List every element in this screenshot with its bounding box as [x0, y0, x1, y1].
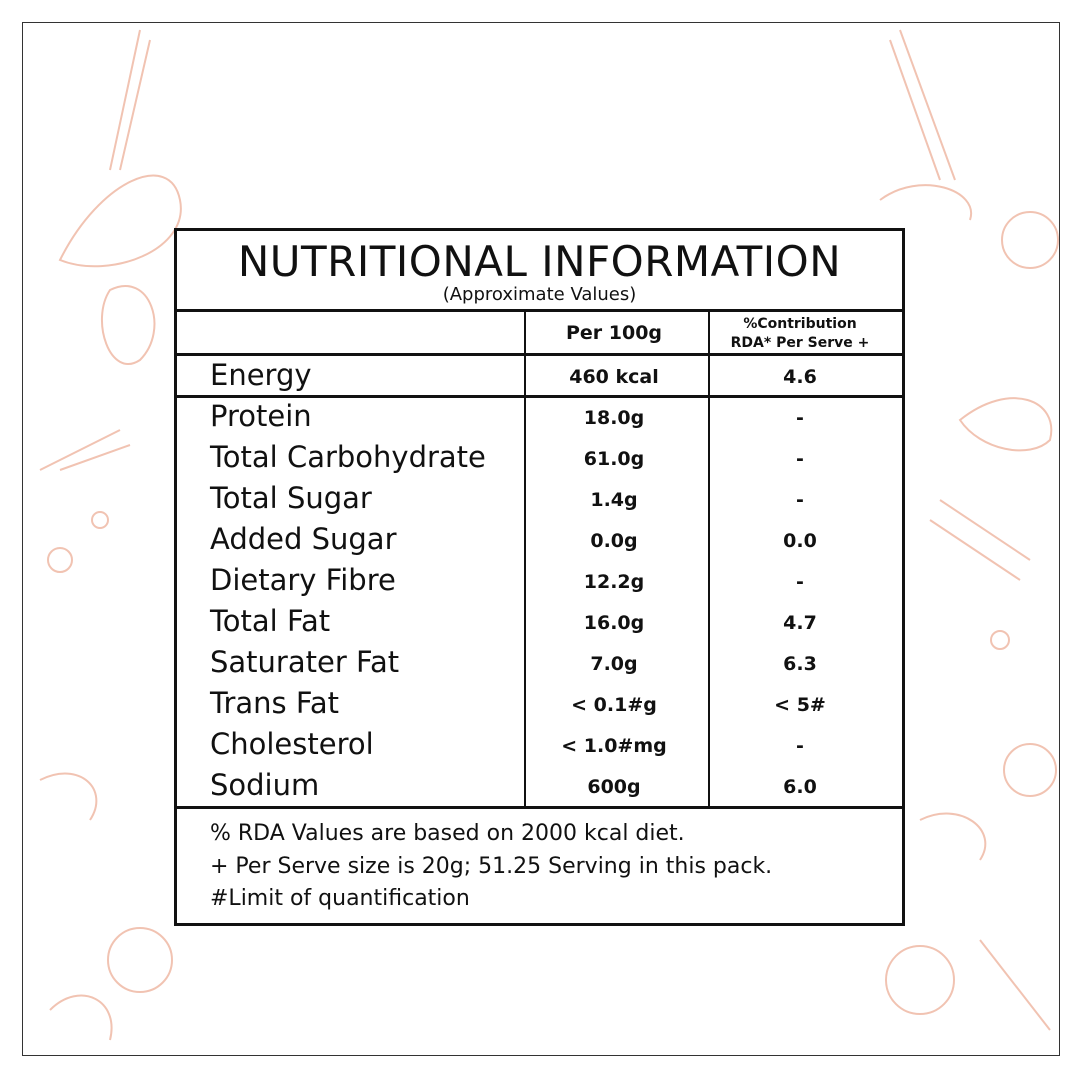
- rda-value: < 5#: [774, 694, 826, 716]
- nutrition-table: NUTRITIONAL INFORMATION (Approximate Val…: [174, 228, 905, 926]
- rda-value: 4.7: [783, 612, 817, 634]
- nutrient-name: Cholesterol: [210, 727, 374, 761]
- rda-value: -: [796, 571, 804, 593]
- per-100g-value: 18.0g: [583, 407, 645, 429]
- rda-value: 4.6: [783, 366, 817, 388]
- per-100g-value: 460 kcal: [569, 366, 659, 388]
- per-100g-value: 12.2g: [583, 571, 645, 593]
- nutrient-name: Protein: [210, 399, 312, 433]
- column-header-line: RDA* Per Serve +: [730, 335, 870, 351]
- per-100g-value: 61.0g: [583, 448, 645, 470]
- footnote: % RDA Values are based on 2000 kcal diet…: [210, 821, 685, 846]
- rda-value: -: [796, 448, 804, 470]
- footnotes: % RDA Values are based on 2000 kcal diet…: [210, 818, 772, 916]
- rda-value: -: [796, 735, 804, 757]
- column-header: %Contribution RDA* Per Serve +: [731, 315, 870, 353]
- rda-value: 0.0: [783, 530, 817, 552]
- nutrient-name: Added Sugar: [210, 522, 397, 556]
- column-rule: [708, 311, 710, 806]
- column-header: Per 100g: [565, 322, 663, 344]
- rule: [177, 353, 902, 356]
- title: NUTRITIONAL INFORMATION: [237, 237, 842, 286]
- footnote: + Per Serve size is 20g; 51.25 Serving i…: [210, 853, 773, 879]
- subtitle: (Approximate Values): [442, 284, 637, 305]
- nutrient-name: Sodium: [210, 768, 320, 802]
- per-100g-value: < 0.1#g: [571, 694, 657, 716]
- rule: [177, 395, 902, 398]
- per-100g-value: 7.0g: [590, 653, 638, 675]
- nutrient-name: Energy: [210, 358, 312, 392]
- per-100g-value: 1.4g: [590, 489, 638, 511]
- column-rule: [524, 311, 526, 806]
- nutrient-name: Dietary Fibre: [210, 563, 396, 597]
- rule: [177, 309, 902, 312]
- nutrient-name: Total Sugar: [210, 481, 372, 515]
- rda-value: 6.3: [783, 653, 817, 675]
- footnote: #Limit of quantification: [210, 886, 470, 911]
- per-100g-value: 16.0g: [583, 612, 645, 634]
- rda-value: 6.0: [783, 776, 817, 798]
- per-100g-value: 600g: [587, 776, 641, 798]
- rda-value: -: [796, 489, 804, 511]
- nutrient-name: Trans Fat: [210, 686, 340, 720]
- rule: [177, 806, 902, 809]
- per-100g-value: 0.0g: [590, 530, 638, 552]
- nutrient-name: Total Carbohydrate: [210, 440, 486, 474]
- frame: [22, 22, 1060, 1056]
- per-100g-value: < 1.0#mg: [561, 735, 667, 757]
- column-header-line: %Contribution: [743, 316, 857, 332]
- nutrient-name: Saturater Fat: [210, 645, 400, 679]
- rda-value: -: [796, 407, 804, 429]
- nutrient-name: Total Fat: [210, 604, 331, 638]
